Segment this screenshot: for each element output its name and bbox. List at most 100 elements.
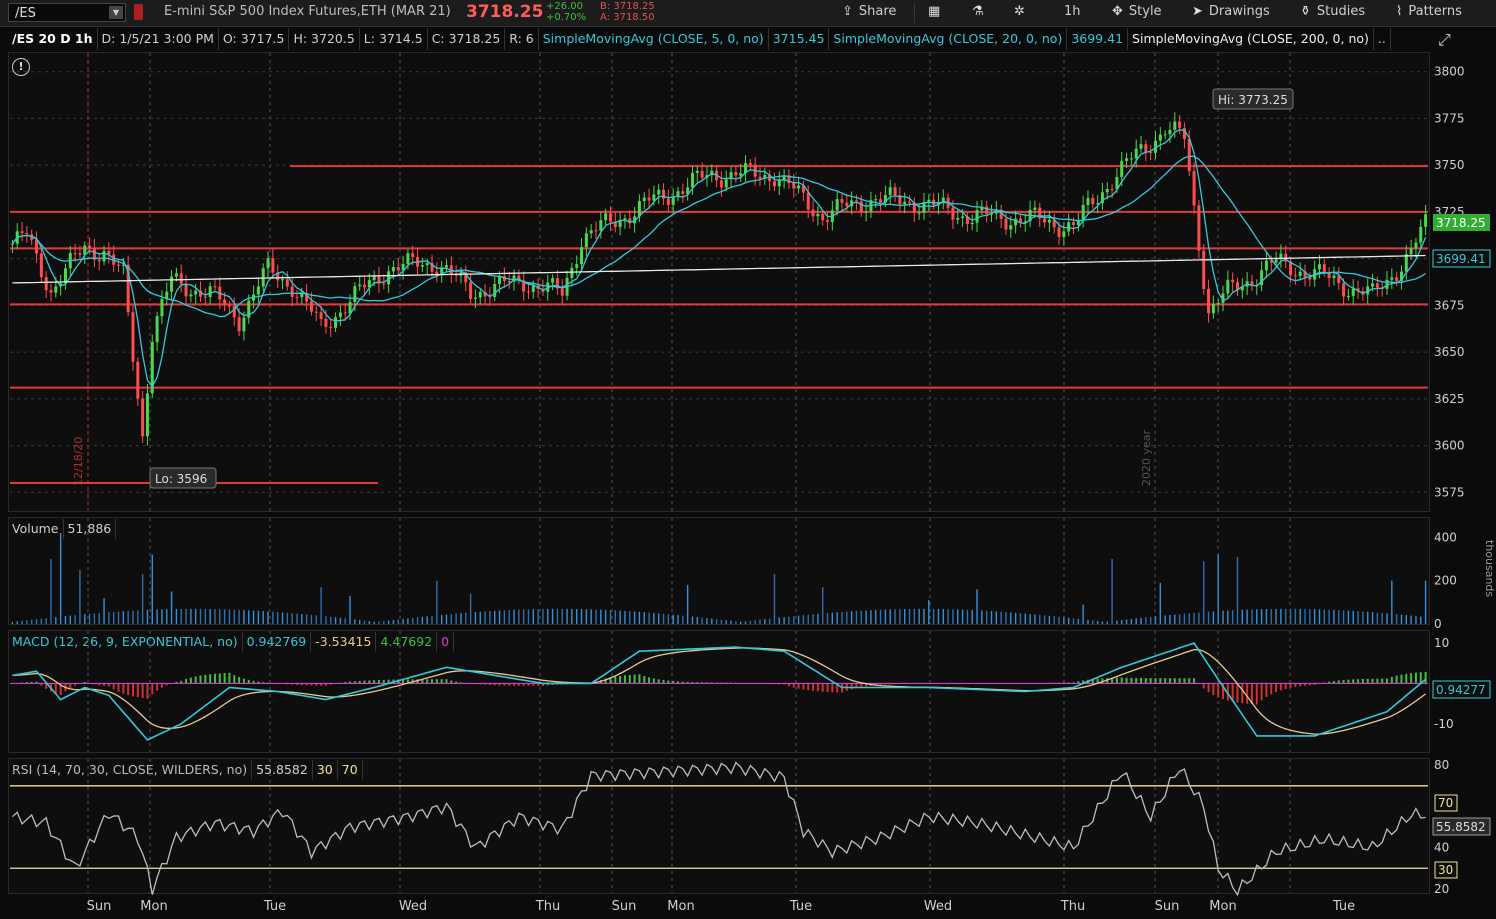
- rsi-70-tag: [1434, 794, 1458, 812]
- calendar-button[interactable]: ▦: [928, 4, 946, 19]
- patterns-icon: ⌇: [1396, 4, 1403, 19]
- macd-axis-label: 10: [1434, 636, 1449, 650]
- style-icon: ✥: [1112, 4, 1123, 19]
- rsi-title: RSI (14, 70, 30, CLOSE, WILDERS, no) 55.8…: [8, 760, 363, 780]
- xaxis-label: Sun: [87, 899, 112, 914]
- flask-icon: ⚗: [972, 4, 984, 19]
- sma20-label[interactable]: SimpleMovingAvg (CLOSE, 20, 0, no): [829, 28, 1068, 50]
- volume-unit: thousands: [1483, 540, 1496, 597]
- change-pct: +0.70%: [546, 12, 587, 23]
- settings-button[interactable]: ✲: [1014, 4, 1031, 19]
- style-button[interactable]: ✥ Style: [1112, 4, 1162, 19]
- sma5-value: 3715.45: [769, 28, 830, 50]
- xaxis-label: Wed: [399, 899, 427, 914]
- drawings-label: Drawings: [1208, 4, 1270, 19]
- patterns-button[interactable]: ⌇ Patterns: [1396, 4, 1462, 19]
- macd-title: MACD (12, 26, 9, EXPONENTIAL, no) 0.94276…: [8, 632, 455, 652]
- calendar-icon: ▦: [928, 4, 941, 19]
- macd-diff: 4.47692: [376, 632, 438, 652]
- xaxis-label: Mon: [140, 899, 167, 914]
- price-axis-label: 3600: [1434, 439, 1465, 453]
- rsi-30-tag: [1434, 861, 1458, 879]
- rsi-value-tag: [1432, 817, 1491, 836]
- volume-title: Volume 51,886: [8, 519, 117, 539]
- cursor-icon: ➤: [1192, 4, 1203, 19]
- volume-value: 51,886: [64, 519, 117, 539]
- chart-title: /ES 20 D 1h: [8, 28, 98, 50]
- rsi-70-tag-label: 70: [1438, 796, 1453, 810]
- volume-axis-label: 0: [1434, 617, 1442, 631]
- style-label: Style: [1128, 4, 1162, 19]
- price-axis-label: 3650: [1434, 345, 1465, 359]
- xaxis-label: Sun: [1155, 899, 1180, 914]
- flask-button[interactable]: ⚗: [972, 4, 990, 19]
- bar-low: L: 3714.5: [360, 28, 428, 50]
- change-abs: +26.00: [546, 1, 584, 12]
- volume-label: Volume: [8, 519, 64, 539]
- price-axis-label: 3625: [1434, 392, 1465, 406]
- studies-label: Studies: [1316, 4, 1366, 19]
- sma5-label[interactable]: SimpleMovingAvg (CLOSE, 5, 0, no): [539, 28, 769, 50]
- price-axis-label: 3575: [1434, 485, 1465, 499]
- last-price-tag-label: 3718.25: [1436, 216, 1486, 230]
- drawings-button[interactable]: ➤ Drawings: [1192, 4, 1270, 19]
- flag-icon[interactable]: [134, 4, 143, 20]
- last-price-tag: [1433, 214, 1490, 231]
- volume-panel: [8, 517, 1430, 625]
- bar-close: C: 3718.25: [428, 28, 506, 50]
- sma200-label[interactable]: SimpleMovingAvg (CLOSE, 200, 0, no): [1128, 28, 1374, 50]
- macd-value-tag: [1432, 680, 1491, 699]
- last-price: 3718.25: [466, 2, 544, 22]
- volume-axis-label: 200: [1434, 574, 1457, 588]
- studies-button[interactable]: ⚱ Studies: [1300, 4, 1365, 19]
- ask-value: A: 3718.50: [600, 12, 655, 23]
- xaxis-label: Sun: [612, 899, 637, 914]
- xaxis-label: Mon: [667, 899, 694, 914]
- xaxis-label: Wed: [924, 899, 952, 914]
- bar-date: D: 1/5/21 3:00 PM: [98, 28, 219, 50]
- price-axis-label: 3700: [1434, 252, 1465, 266]
- patterns-label: Patterns: [1408, 4, 1462, 19]
- timeframe-label: 1h: [1064, 4, 1081, 19]
- rsi-overbought: 70: [338, 760, 363, 780]
- bid-value: B: 3718.25: [600, 1, 655, 12]
- bar-open: O: 3717.5: [219, 28, 290, 50]
- share-button[interactable]: ⇪ Share: [842, 4, 896, 19]
- chevron-down-icon[interactable]: ▼: [109, 6, 123, 19]
- rsi-axis-label: 40: [1434, 841, 1449, 855]
- timeframe-button[interactable]: 1h: [1064, 4, 1081, 19]
- symbol-input[interactable]: /ES ▼: [8, 3, 126, 22]
- xaxis-label: Tue: [1332, 899, 1355, 914]
- xaxis-label: Thu: [1060, 899, 1085, 914]
- price-change: +26.00 +0.70%: [546, 1, 586, 23]
- price-axis-label: 3775: [1434, 111, 1465, 125]
- gear-icon: ✲: [1014, 4, 1025, 19]
- price-axis-label: 3750: [1434, 158, 1465, 172]
- rsi-axis-label: 20: [1434, 882, 1449, 896]
- symbol-description: E-mini S&P 500 Index Futures,ETH (MAR 21…: [164, 4, 451, 19]
- volume-axis-label: 400: [1434, 530, 1457, 544]
- chart-info-bar: /ES 20 D 1h D: 1/5/21 3:00 PM O: 3717.5 H: …: [8, 28, 1391, 50]
- rsi-30-tag-label: 30: [1438, 863, 1453, 877]
- price-panel: [8, 52, 1430, 512]
- xaxis-label: Thu: [535, 899, 560, 914]
- sma-price-tag-label: 3699.41: [1436, 252, 1486, 266]
- share-label: Share: [858, 4, 897, 19]
- expand-icon[interactable]: ⤢: [1438, 30, 1451, 49]
- rsi-value-tag-label: 55.8582: [1436, 820, 1486, 834]
- alert-icon[interactable]: !: [12, 58, 30, 76]
- rsi-value: 55.8582: [252, 760, 313, 780]
- share-icon: ⇪: [842, 4, 853, 19]
- more-indicator: ..: [1374, 28, 1391, 50]
- rsi-oversold: 30: [313, 760, 338, 780]
- price-axis-label: 3800: [1434, 65, 1465, 79]
- macd-axis-label: -10: [1434, 717, 1454, 731]
- macd-value-tag-label: 0.94277: [1436, 683, 1486, 697]
- bid-ask: B: 3718.25 A: 3718.50: [600, 1, 655, 23]
- rsi-label[interactable]: RSI (14, 70, 30, CLOSE, WILDERS, no): [8, 760, 253, 780]
- xaxis-label: Mon: [1209, 899, 1236, 914]
- sma20-value: 3699.41: [1067, 28, 1129, 50]
- rsi-axis-label: 80: [1434, 758, 1449, 772]
- macd-label[interactable]: MACD (12, 26, 9, EXPONENTIAL, no): [8, 632, 243, 652]
- bar-range: R: 6: [505, 28, 539, 50]
